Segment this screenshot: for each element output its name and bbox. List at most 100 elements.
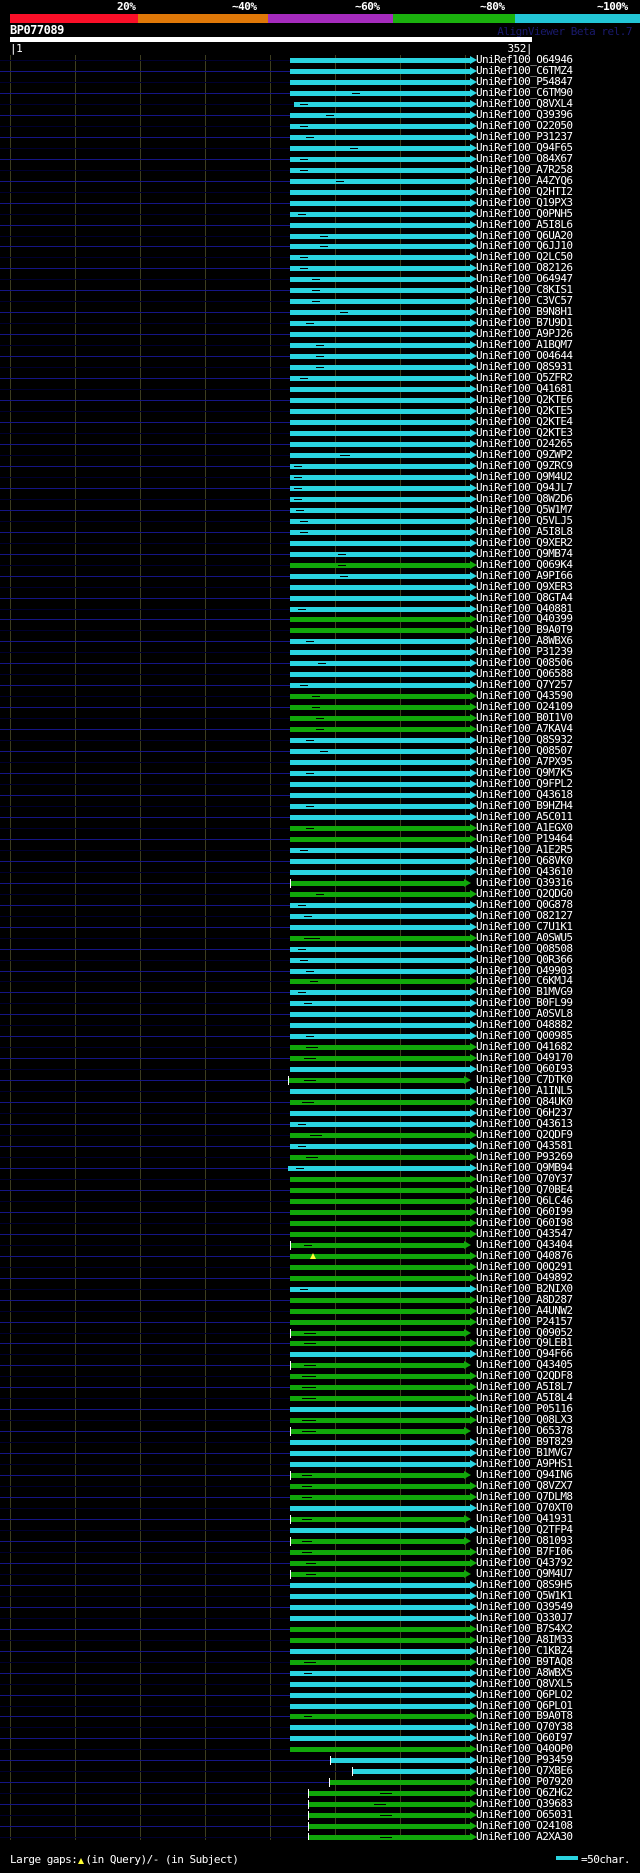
hit-accession-label[interactable]: UniRef100_C6TM90 bbox=[476, 85, 573, 99]
alignment-row[interactable]: UniRef100_Q43404 bbox=[0, 1238, 640, 1251]
alignment-row[interactable]: UniRef100_Q60I99 bbox=[0, 1205, 640, 1218]
alignment-row[interactable]: UniRef100_Q43618 bbox=[0, 788, 640, 801]
hit-accession-label[interactable]: UniRef100_Q94IN6 bbox=[476, 1468, 573, 1482]
hit-accession-label[interactable]: UniRef100_Q41931 bbox=[476, 1512, 573, 1525]
alignment-row[interactable]: UniRef100_Q0Q291 bbox=[0, 1260, 640, 1273]
hit-accession-label[interactable]: UniRef100_O82127 bbox=[476, 908, 573, 922]
hit-accession-label[interactable]: UniRef100_C1KBZ4 bbox=[476, 1643, 573, 1657]
hsp-bar[interactable] bbox=[290, 1275, 470, 1281]
hsp-bar[interactable] bbox=[290, 727, 470, 733]
hsp-bar[interactable] bbox=[290, 1330, 464, 1336]
hit-accession-label[interactable]: UniRef100_Q0PNH5 bbox=[476, 206, 573, 220]
hit-accession-label[interactable]: UniRef100_B9N8H1 bbox=[476, 305, 573, 319]
hit-accession-label[interactable]: UniRef100_B9TAQ8 bbox=[476, 1654, 573, 1668]
alignment-row[interactable]: UniRef100_Q8S932 bbox=[0, 734, 640, 746]
hsp-bar[interactable] bbox=[290, 112, 470, 118]
alignment-row[interactable]: UniRef100_P19464 bbox=[0, 832, 640, 845]
hit-accession-label[interactable]: UniRef100_Q43547 bbox=[476, 1226, 573, 1240]
alignment-row[interactable]: UniRef100_A5C011 bbox=[0, 810, 640, 823]
hit-accession-label[interactable]: UniRef100_Q8W2D6 bbox=[476, 491, 573, 505]
hsp-bar[interactable] bbox=[290, 134, 470, 140]
hit-accession-label[interactable]: UniRef100_B9A0T9 bbox=[476, 623, 573, 637]
alignment-row[interactable]: UniRef100_Q09052 bbox=[0, 1325, 640, 1339]
hit-accession-label[interactable]: UniRef100_Q8S931 bbox=[476, 360, 573, 374]
alignment-row[interactable]: UniRef100_A0SWU5 bbox=[0, 931, 640, 944]
hsp-bar[interactable] bbox=[290, 1451, 470, 1457]
hit-accession-label[interactable]: UniRef100_Q43405 bbox=[476, 1358, 573, 1372]
hsp-bar[interactable] bbox=[290, 233, 470, 239]
hsp-bar[interactable] bbox=[290, 507, 470, 513]
hsp-bar[interactable] bbox=[290, 617, 470, 623]
hit-accession-label[interactable]: UniRef100_Q2TFP4 bbox=[476, 1522, 573, 1536]
hit-accession-label[interactable]: UniRef100_C6KMJ4 bbox=[476, 974, 573, 988]
hsp-bar[interactable] bbox=[290, 628, 470, 634]
hsp-bar[interactable] bbox=[290, 694, 470, 700]
hit-accession-label[interactable]: UniRef100_O24265 bbox=[476, 436, 573, 450]
alignment-row[interactable]: UniRef100_Q43405 bbox=[0, 1358, 640, 1372]
hit-accession-label[interactable]: UniRef100_Q6H237 bbox=[476, 1106, 573, 1120]
hit-accession-label[interactable]: UniRef100_B7U9D1 bbox=[476, 316, 573, 330]
hsp-bar[interactable] bbox=[290, 365, 470, 371]
hit-accession-label[interactable]: UniRef100_Q09052 bbox=[476, 1325, 573, 1339]
alignment-row[interactable]: UniRef100_Q6LC46 bbox=[0, 1193, 640, 1207]
alignment-row[interactable]: UniRef100_B9T829 bbox=[0, 1436, 640, 1448]
hit-accession-label[interactable]: UniRef100_Q60I97 bbox=[476, 1731, 573, 1745]
alignment-row[interactable]: UniRef100_O82126 bbox=[0, 261, 640, 275]
alignment-row[interactable]: UniRef100_B1MVG7 bbox=[0, 1447, 640, 1459]
alignment-row[interactable]: UniRef100_B0FL99 bbox=[0, 997, 640, 1009]
alignment-row[interactable]: UniRef100_B2NIX0 bbox=[0, 1282, 640, 1295]
hsp-bar[interactable] bbox=[290, 836, 470, 842]
alignment-row[interactable]: UniRef100_C8KIS1 bbox=[0, 284, 640, 296]
hit-accession-label[interactable]: UniRef100_A5I8L6 bbox=[476, 217, 573, 231]
hsp-bar[interactable] bbox=[290, 760, 470, 766]
hsp-bar[interactable] bbox=[290, 1122, 470, 1128]
hsp-bar[interactable] bbox=[290, 1703, 470, 1709]
hsp-bar[interactable] bbox=[290, 529, 470, 535]
hsp-bar[interactable] bbox=[290, 1297, 470, 1303]
alignment-row[interactable]: UniRef100_Q2QDF8 bbox=[0, 1370, 640, 1382]
hit-accession-label[interactable]: UniRef100_Q2KTE5 bbox=[476, 404, 573, 418]
hit-accession-label[interactable]: UniRef100_Q60I98 bbox=[476, 1215, 573, 1229]
hit-accession-label[interactable]: UniRef100_Q00985 bbox=[476, 1029, 573, 1043]
hit-accession-label[interactable]: UniRef100_O82126 bbox=[476, 261, 573, 275]
hsp-bar[interactable] bbox=[290, 1176, 470, 1182]
hit-accession-label[interactable]: UniRef100_A7R258 bbox=[476, 162, 573, 176]
hsp-bar[interactable] bbox=[290, 825, 470, 831]
hit-accession-label[interactable]: UniRef100_Q7Y257 bbox=[476, 678, 573, 692]
hsp-bar[interactable] bbox=[290, 58, 470, 63]
hsp-bar[interactable] bbox=[290, 1604, 470, 1610]
hsp-bar[interactable] bbox=[290, 858, 470, 864]
hsp-bar[interactable] bbox=[290, 277, 470, 283]
hit-accession-label[interactable]: UniRef100_Q70Y37 bbox=[476, 1171, 573, 1185]
hit-accession-label[interactable]: UniRef100_O64946 bbox=[476, 55, 573, 66]
hsp-bar[interactable] bbox=[290, 1517, 464, 1522]
hsp-bar[interactable] bbox=[290, 1198, 470, 1204]
alignment-row[interactable]: UniRef100_Q94F65 bbox=[0, 141, 640, 154]
alignment-row[interactable]: UniRef100_C1KBZ4 bbox=[0, 1643, 640, 1657]
alignment-row[interactable]: UniRef100_Q60I97 bbox=[0, 1731, 640, 1745]
hit-accession-label[interactable]: UniRef100_C7DTK0 bbox=[476, 1073, 573, 1087]
hsp-bar[interactable] bbox=[290, 1374, 470, 1380]
hsp-bar[interactable] bbox=[290, 584, 470, 590]
hsp-bar[interactable] bbox=[290, 716, 470, 722]
hit-accession-label[interactable]: UniRef100_Q2KTE3 bbox=[476, 425, 573, 439]
hsp-bar[interactable] bbox=[290, 244, 470, 250]
alignment-row[interactable]: UniRef100_O24265 bbox=[0, 436, 640, 450]
alignment-row[interactable]: UniRef100_Q2LC50 bbox=[0, 251, 640, 263]
hsp-bar[interactable] bbox=[290, 650, 470, 656]
alignment-row[interactable]: UniRef100_Q41681 bbox=[0, 383, 640, 395]
alignment-row[interactable]: UniRef100_Q43581 bbox=[0, 1139, 640, 1153]
hsp-bar[interactable] bbox=[290, 551, 470, 557]
hit-accession-label[interactable]: UniRef100_B7FI06 bbox=[476, 1544, 573, 1558]
alignment-row[interactable]: UniRef100_Q00985 bbox=[0, 1029, 640, 1043]
hit-accession-label[interactable]: UniRef100_Q6LC46 bbox=[476, 1193, 573, 1207]
alignment-row[interactable]: UniRef100_Q40876 bbox=[0, 1249, 640, 1262]
alignment-row[interactable]: UniRef100_Q9M4U2 bbox=[0, 470, 640, 483]
alignment-row[interactable]: UniRef100_O64947 bbox=[0, 273, 640, 285]
alignment-row[interactable]: UniRef100_C7DTK0 bbox=[0, 1073, 640, 1087]
hit-accession-label[interactable]: UniRef100_O84X67 bbox=[476, 151, 573, 165]
hit-accession-label[interactable]: UniRef100_Q8VXL4 bbox=[476, 96, 573, 110]
hsp-bar[interactable] bbox=[290, 299, 470, 305]
hit-accession-label[interactable]: UniRef100_Q43581 bbox=[476, 1139, 573, 1153]
hsp-bar[interactable] bbox=[290, 1001, 470, 1007]
